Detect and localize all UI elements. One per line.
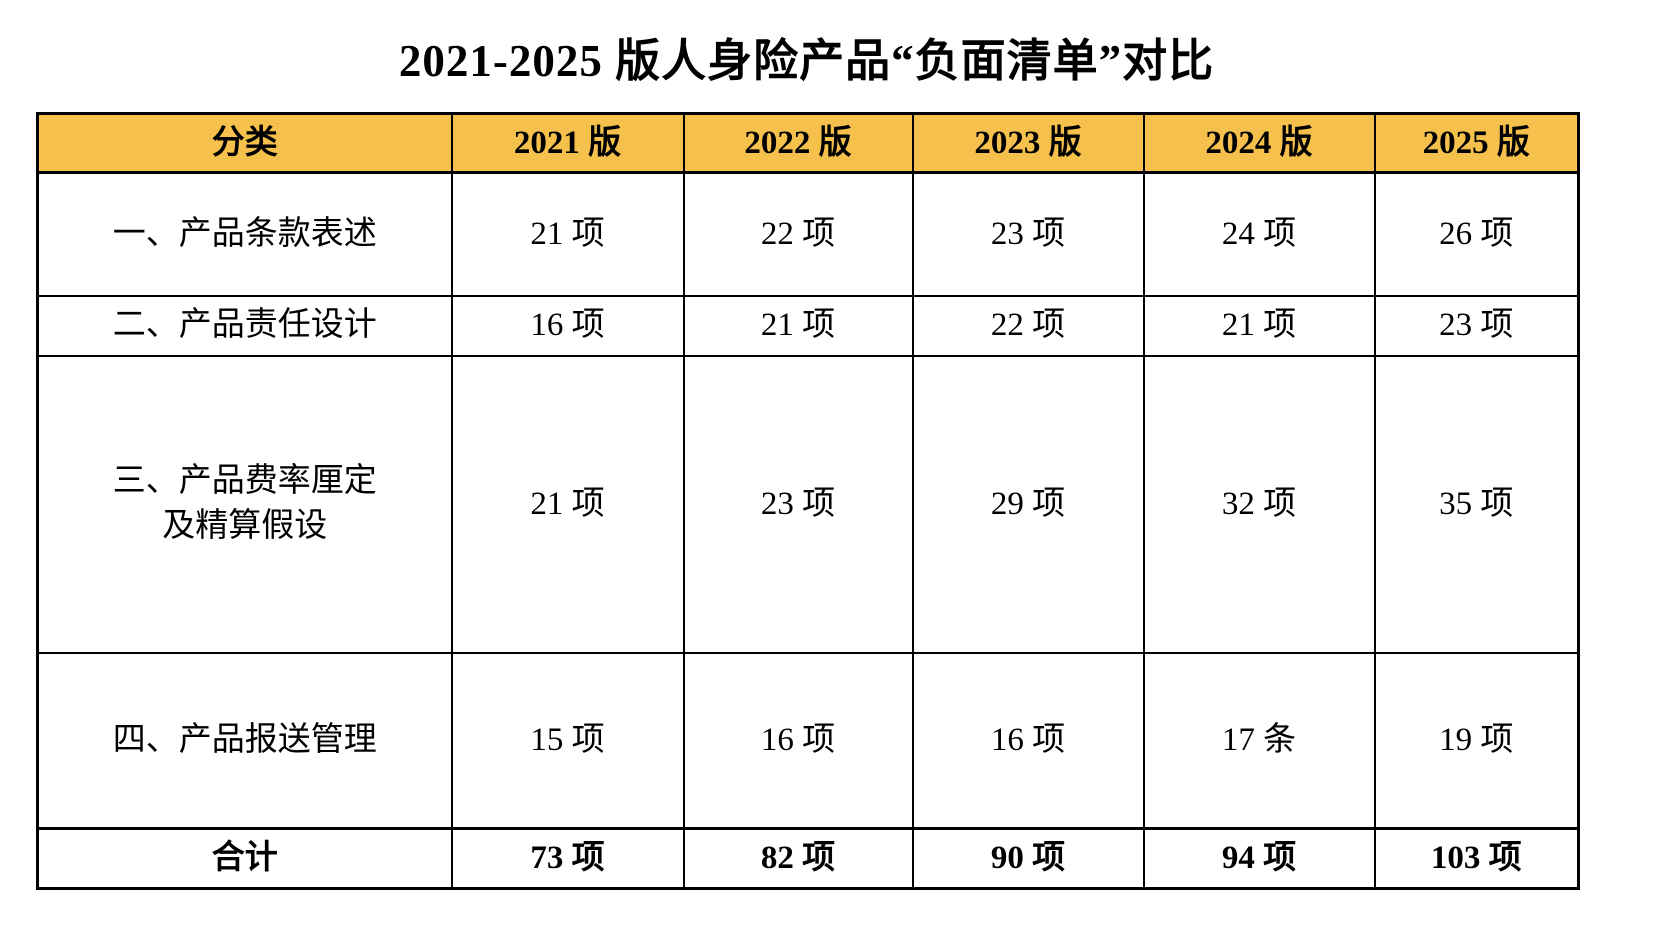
total-value-cell: 73 项 xyxy=(450,827,685,890)
category-cell: 三、产品费率厘定 及精算假设 xyxy=(36,354,453,654)
value-cell: 26 项 xyxy=(1373,171,1580,297)
value-cell: 21 项 xyxy=(450,354,685,654)
category-cell: 四、产品报送管理 xyxy=(36,651,453,830)
category-cell: 一、产品条款表述 xyxy=(36,171,453,297)
value-cell: 21 项 xyxy=(682,294,914,357)
table-row-terms: 一、产品条款表述 21 项 22 项 23 项 24 项 26 项 xyxy=(36,171,1580,297)
table-row-liability: 二、产品责任设计 16 项 21 项 22 项 21 项 23 项 xyxy=(36,294,1580,357)
value-cell: 29 项 xyxy=(911,354,1145,654)
page-title: 2021-2025 版人身险产品“负面清单”对比 xyxy=(398,35,1215,86)
col-header-2023: 2023 版 xyxy=(911,112,1145,174)
total-value-cell: 90 项 xyxy=(911,827,1145,890)
value-cell: 21 项 xyxy=(450,171,685,297)
value-cell: 16 项 xyxy=(682,651,914,830)
value-cell: 23 项 xyxy=(1373,294,1580,357)
col-header-2025: 2025 版 xyxy=(1373,112,1580,174)
total-value-cell: 82 项 xyxy=(682,827,914,890)
col-header-2022: 2022 版 xyxy=(682,112,914,174)
total-value-cell: 103 项 xyxy=(1373,827,1580,890)
value-cell: 24 项 xyxy=(1142,171,1376,297)
table-row-filing-management: 四、产品报送管理 15 项 16 项 16 项 17 条 19 项 xyxy=(36,651,1580,830)
total-value-cell: 94 项 xyxy=(1142,827,1376,890)
title-bar: 2021-2025 版人身险产品“负面清单”对比 xyxy=(36,0,1577,112)
value-cell: 16 项 xyxy=(911,651,1145,830)
col-header-2024: 2024 版 xyxy=(1142,112,1376,174)
value-cell: 21 项 xyxy=(1142,294,1376,357)
header-row: 分类 2021 版 2022 版 2023 版 2024 版 2025 版 xyxy=(36,112,1580,174)
value-cell: 35 项 xyxy=(1373,354,1580,654)
total-label-cell: 合计 xyxy=(36,827,453,890)
value-cell: 15 项 xyxy=(450,651,685,830)
value-cell: 23 项 xyxy=(911,171,1145,297)
value-cell: 23 项 xyxy=(682,354,914,654)
col-header-2021: 2021 版 xyxy=(450,112,685,174)
table-row-pricing-actuarial: 三、产品费率厘定 及精算假设 21 项 23 项 29 项 32 项 35 项 xyxy=(36,354,1580,654)
value-cell: 16 项 xyxy=(450,294,685,357)
category-cell: 二、产品责任设计 xyxy=(36,294,453,357)
table-row-total: 合计 73 项 82 项 90 项 94 项 103 项 xyxy=(36,827,1580,890)
col-header-category: 分类 xyxy=(36,112,453,174)
value-cell: 19 项 xyxy=(1373,651,1580,830)
comparison-table: 分类 2021 版 2022 版 2023 版 2024 版 2025 版 一、… xyxy=(36,112,1580,890)
value-cell: 32 项 xyxy=(1142,354,1376,654)
value-cell: 22 项 xyxy=(911,294,1145,357)
value-cell: 22 项 xyxy=(682,171,914,297)
value-cell: 17 条 xyxy=(1142,651,1376,830)
